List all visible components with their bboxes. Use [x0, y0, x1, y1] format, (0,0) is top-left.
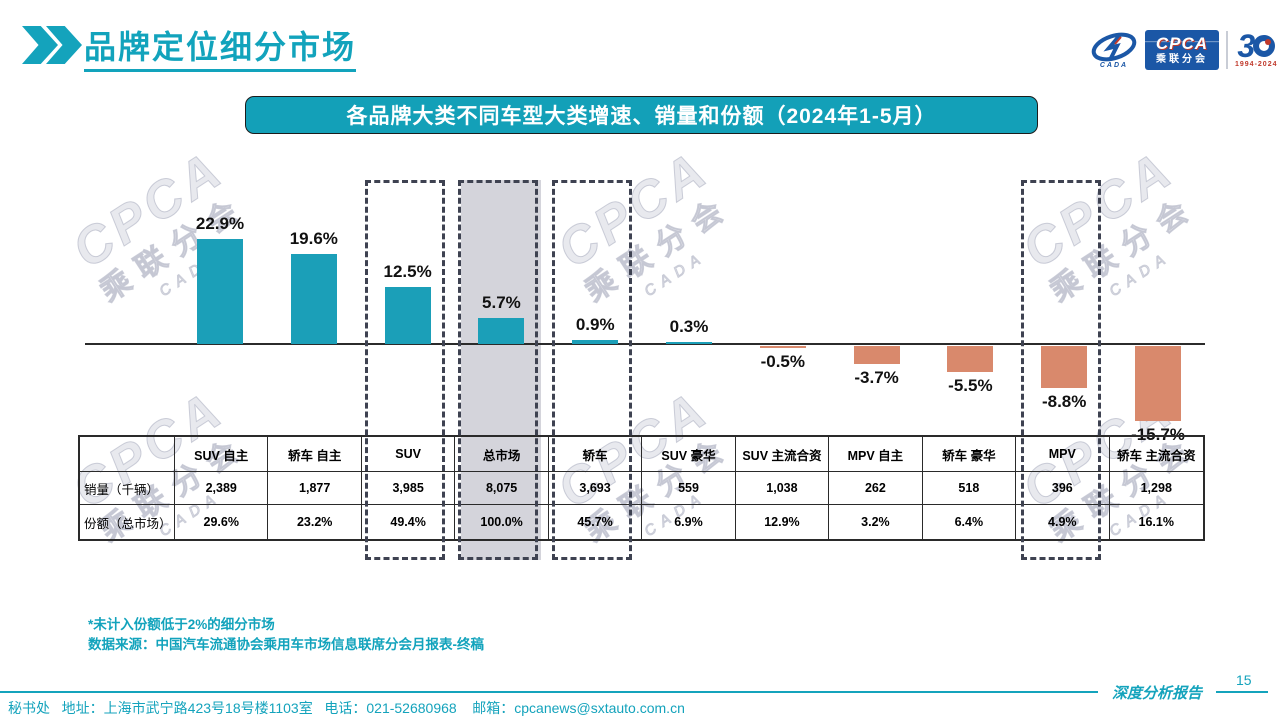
table-value: 4.9% [1016, 505, 1110, 539]
table-value: 3.2% [829, 505, 923, 539]
table-corner-cell [80, 437, 175, 472]
bar-轿车 主流合资 [1135, 346, 1181, 422]
x-axis-line [85, 343, 1205, 345]
column-header-总市场: 总市场 [455, 437, 549, 472]
bar-轿车 自主 [290, 253, 337, 344]
bar-value-label: -5.5% [948, 376, 993, 396]
column-header-SUV 主流合资: SUV 主流合资 [735, 437, 830, 472]
anniversary-30-logo: 3 1994-2024 [1235, 27, 1278, 69]
column-header-MPV 自主: MPV 自主 [829, 437, 923, 472]
title-chevrons-icon [22, 26, 82, 64]
table-value: 23.2% [268, 505, 362, 539]
anniversary-3-digit: 3 [1237, 27, 1256, 64]
bar-SUV [384, 286, 431, 344]
column-header-SUV: SUV [361, 437, 456, 472]
table-value: 396 [1016, 472, 1110, 505]
segment-data-table: SUV 自主 轿车 自主 SUV 总市场 轿车 SUV 豪华 SUV 主流合资 MPV 自主轿… [78, 435, 1205, 541]
page-title: 品牌定位细分市场 [84, 22, 357, 72]
chart-title-banner: 各品牌大类不同车型大类增速、销量和份额（2024年1-5月） [245, 96, 1038, 134]
bar-SUV 自主 [197, 238, 243, 344]
footnote-source: 数据来源：中国汽车流通协会乘用车市场信息联席分会月报表-终稿 [88, 636, 484, 652]
bar-SUV 主流合资 [759, 346, 806, 349]
bar-value-label: 22.9% [195, 213, 245, 233]
cada-label: CADA [1099, 61, 1129, 69]
table-value: 49.4% [362, 505, 456, 539]
table-value: 3,693 [548, 472, 643, 505]
bar-value-label: 19.6% [289, 228, 338, 248]
footer-rule-right [1216, 691, 1268, 693]
table-value: 8,075 [455, 472, 549, 505]
table-value: 6.9% [642, 505, 736, 539]
footer-rule-left [0, 691, 1098, 693]
cpca-wordmark: CPCA [1155, 33, 1209, 53]
cpca-logo-group: CADA CPCA 乘联分会 3 1994-2024 [1090, 26, 1277, 74]
table-value: 100.0% [455, 505, 549, 539]
bar-value-label: 12.5% [383, 261, 432, 281]
logo-divider [1226, 31, 1228, 69]
table-value: 262 [829, 472, 923, 505]
table-value: 559 [642, 472, 736, 505]
footnote-exclusion: *未计入份额低于2%的细分市场 [88, 617, 275, 632]
footnotes: *未计入份额低于2%的细分市场 数据来源：中国汽车流通协会乘用车市场信息联席分会… [88, 615, 484, 654]
column-header-轿车 主流合资: 轿车 主流合资 [1109, 437, 1203, 472]
bar-value-label: -8.8% [1041, 392, 1087, 412]
bar-value-label: 0.3% [669, 317, 709, 336]
column-header-轿车 自主: 轿车 自主 [268, 437, 362, 472]
report-type-label: 深度分析报告 [1111, 684, 1202, 702]
bar-MPV [1041, 346, 1088, 389]
anniversary-ring-icon [1253, 34, 1276, 57]
column-header-SUV 豪华: SUV 豪华 [642, 437, 736, 472]
bar-轿车 [572, 339, 619, 344]
bar-value-label: -3.7% [854, 367, 899, 387]
page-number: 15 [1236, 672, 1252, 688]
column-header-轿车 豪华: 轿车 豪华 [922, 437, 1017, 472]
column-header-MPV: MPV [1016, 437, 1110, 472]
table-value: 45.7% [549, 505, 643, 539]
contact-info: 秘书处 地址：上海市武宁路423号18号楼1103室 电话：021-526809… [8, 700, 685, 716]
anniversary-years: 1994-2024 [1235, 61, 1278, 69]
table-value: 518 [922, 472, 1017, 505]
table-value: 1,298 [1109, 472, 1203, 505]
cada-swoosh-icon: CADA [1090, 32, 1138, 69]
bar-value-label: 5.7% [482, 292, 521, 312]
chart-title-text: 各品牌大类不同车型大类增速、销量和份额（2024年1-5月） [346, 105, 937, 128]
column-header-SUV 自主: SUV 自主 [175, 437, 269, 472]
bar-SUV 豪华 [666, 342, 712, 344]
table-value: 16.1% [1138, 515, 1174, 529]
bar-value-label: -0.5% [760, 352, 805, 372]
table-value: 6.4% [923, 505, 1017, 539]
cpca-chinese-name: 乘联分会 [1156, 53, 1208, 65]
bar-轿车 豪华 [947, 346, 994, 373]
bar-MPV 自主 [853, 346, 900, 364]
table-value: 1,038 [735, 472, 830, 505]
table-value: 12.9% [736, 505, 830, 539]
row-label: 份额（总市场） [80, 505, 175, 539]
table-value: 29.6% [175, 505, 269, 539]
cpca-badge: CPCA 乘联分会 [1145, 30, 1219, 70]
column-header-轿车: 轿车 [548, 437, 643, 472]
table-value: 3,985 [361, 472, 456, 505]
table-value: 1,877 [268, 472, 362, 505]
table-value: 2,389 [175, 472, 269, 505]
bar-value-label: 0.9% [575, 314, 615, 334]
bar-总市场 [478, 317, 525, 344]
row-label: 销量（千辆） [80, 472, 175, 505]
